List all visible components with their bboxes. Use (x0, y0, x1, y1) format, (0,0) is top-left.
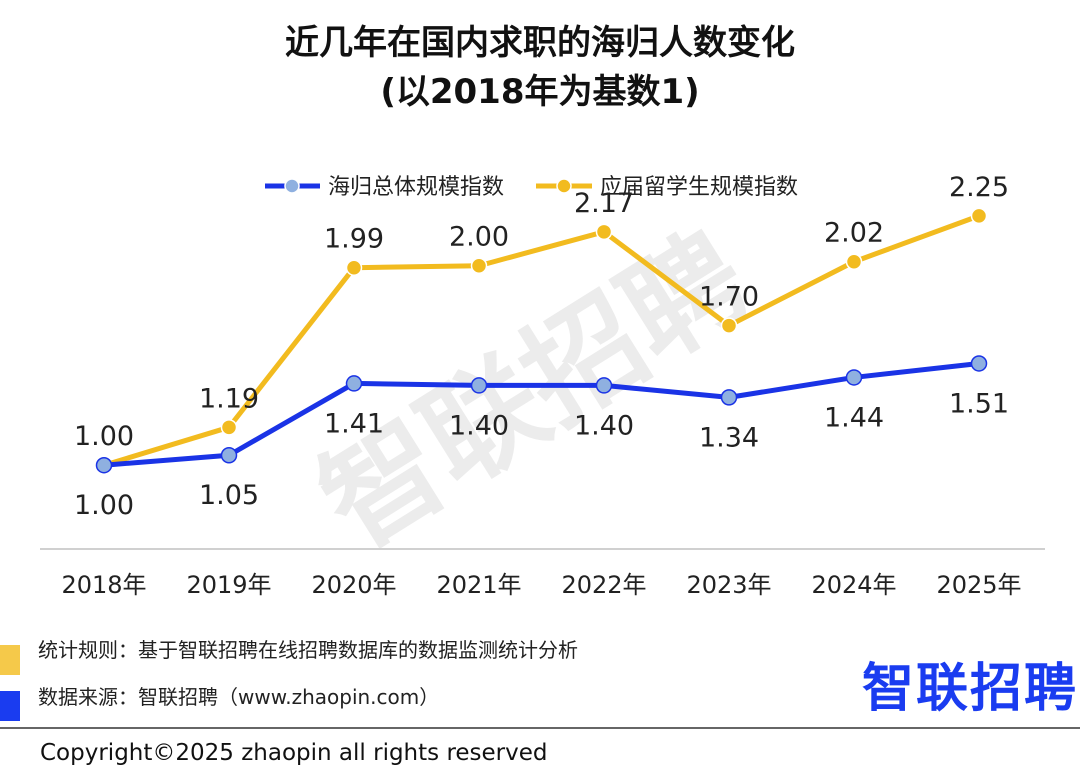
legend-marker-overall (284, 178, 300, 194)
data-label-overall: 1.34 (699, 422, 759, 453)
data-point-overall (595, 377, 613, 394)
chart-title: 近几年在国内求职的海归人数变化 (285, 23, 795, 63)
data-point-overall (470, 377, 488, 394)
data-label-overall: 1.00 (74, 490, 134, 521)
x-axis-ticks: 2018年 2019年 2020年 2021年 2022年 2023年 2024年 2025年 (61, 571, 1021, 599)
data-label-graduates: 2.00 (449, 222, 509, 253)
data-point-overall (95, 456, 113, 474)
footer-rule: 统计规则：基于智联招聘在线招聘数据库的数据监测统计分析 (38, 638, 578, 662)
series-layer (95, 207, 988, 474)
data-label-graduates: 2.02 (824, 218, 884, 249)
data-labels: 1.00 1.05 1.41 1.40 1.40 1.34 1.44 1.51 1.00 1.19… (74, 172, 1009, 521)
data-point-graduates (970, 207, 988, 225)
x-tick-label: 2022年 (561, 571, 646, 599)
data-label-graduates: 1.19 (199, 383, 259, 414)
data-point-graduates (220, 419, 238, 436)
x-tick-label: 2019年 (186, 571, 271, 599)
legend-label-overall: 海归总体规模指数 (328, 175, 504, 200)
x-tick-label: 2023年 (686, 571, 771, 599)
data-label-overall: 1.40 (574, 410, 634, 441)
watermark: 智联招聘 (297, 207, 770, 574)
x-tick-label: 2020年 (311, 571, 396, 599)
x-tick-label: 2018年 (61, 571, 146, 599)
data-point-overall (220, 446, 238, 464)
data-point-graduates (720, 317, 738, 334)
data-label-graduates: 2.17 (574, 188, 634, 219)
data-point-overall (345, 375, 363, 392)
data-label-graduates: 1.99 (324, 224, 384, 255)
legend: 海归总体规模指数 应届留学生规模指数 (265, 175, 798, 200)
data-label-graduates: 2.25 (949, 172, 1009, 203)
legend-marker-graduates (556, 178, 572, 194)
legend-item-overall: 海归总体规模指数 (265, 175, 504, 200)
footer-swatch-rule (0, 645, 20, 675)
data-label-graduates: 1.70 (699, 282, 759, 313)
x-tick-label: 2024年 (811, 571, 896, 599)
footer-swatch-source (0, 691, 20, 721)
data-label-overall: 1.44 (824, 402, 884, 433)
x-tick-label: 2021年 (436, 571, 521, 599)
data-point-graduates (595, 223, 613, 241)
x-tick-label: 2025年 (936, 571, 1021, 599)
footer-source: 数据来源：智联招聘（www.zhaopin.com） (38, 685, 439, 709)
copyright: Copyright©2025 zhaopin all rights reserv… (40, 740, 548, 766)
data-point-graduates (470, 257, 488, 274)
legend-item-graduates: 应届留学生规模指数 (536, 175, 798, 200)
data-label-overall: 1.51 (949, 388, 1009, 419)
data-point-overall (845, 369, 863, 386)
footer-source-label: 数据来源： (38, 685, 138, 709)
data-label-overall: 1.41 (324, 408, 384, 439)
data-point-graduates (345, 259, 363, 276)
legend-label-graduates: 应届留学生规模指数 (600, 175, 798, 200)
series-line-overall (101, 360, 982, 468)
footer-source-text: 智联招聘（www.zhaopin.com） (138, 685, 439, 709)
data-label-overall: 1.40 (449, 410, 509, 441)
data-label-graduates: 1.00 (74, 421, 134, 452)
data-label-overall: 1.05 (199, 480, 259, 511)
footer-rule-label: 统计规则： (38, 638, 138, 662)
footer-rule-text: 基于智联招聘在线招聘数据库的数据监测统计分析 (138, 638, 578, 662)
series-line-graduates (101, 213, 982, 468)
data-point-overall (970, 355, 988, 372)
data-point-graduates (845, 253, 863, 270)
chart-subtitle: (以2018年为基数1) (380, 72, 699, 112)
zhaopin-logo: 智联招聘 (862, 659, 1078, 719)
footer: 统计规则：基于智联招聘在线招聘数据库的数据监测统计分析 数据来源：智联招聘（ww… (0, 638, 1080, 766)
data-point-overall (720, 389, 738, 406)
